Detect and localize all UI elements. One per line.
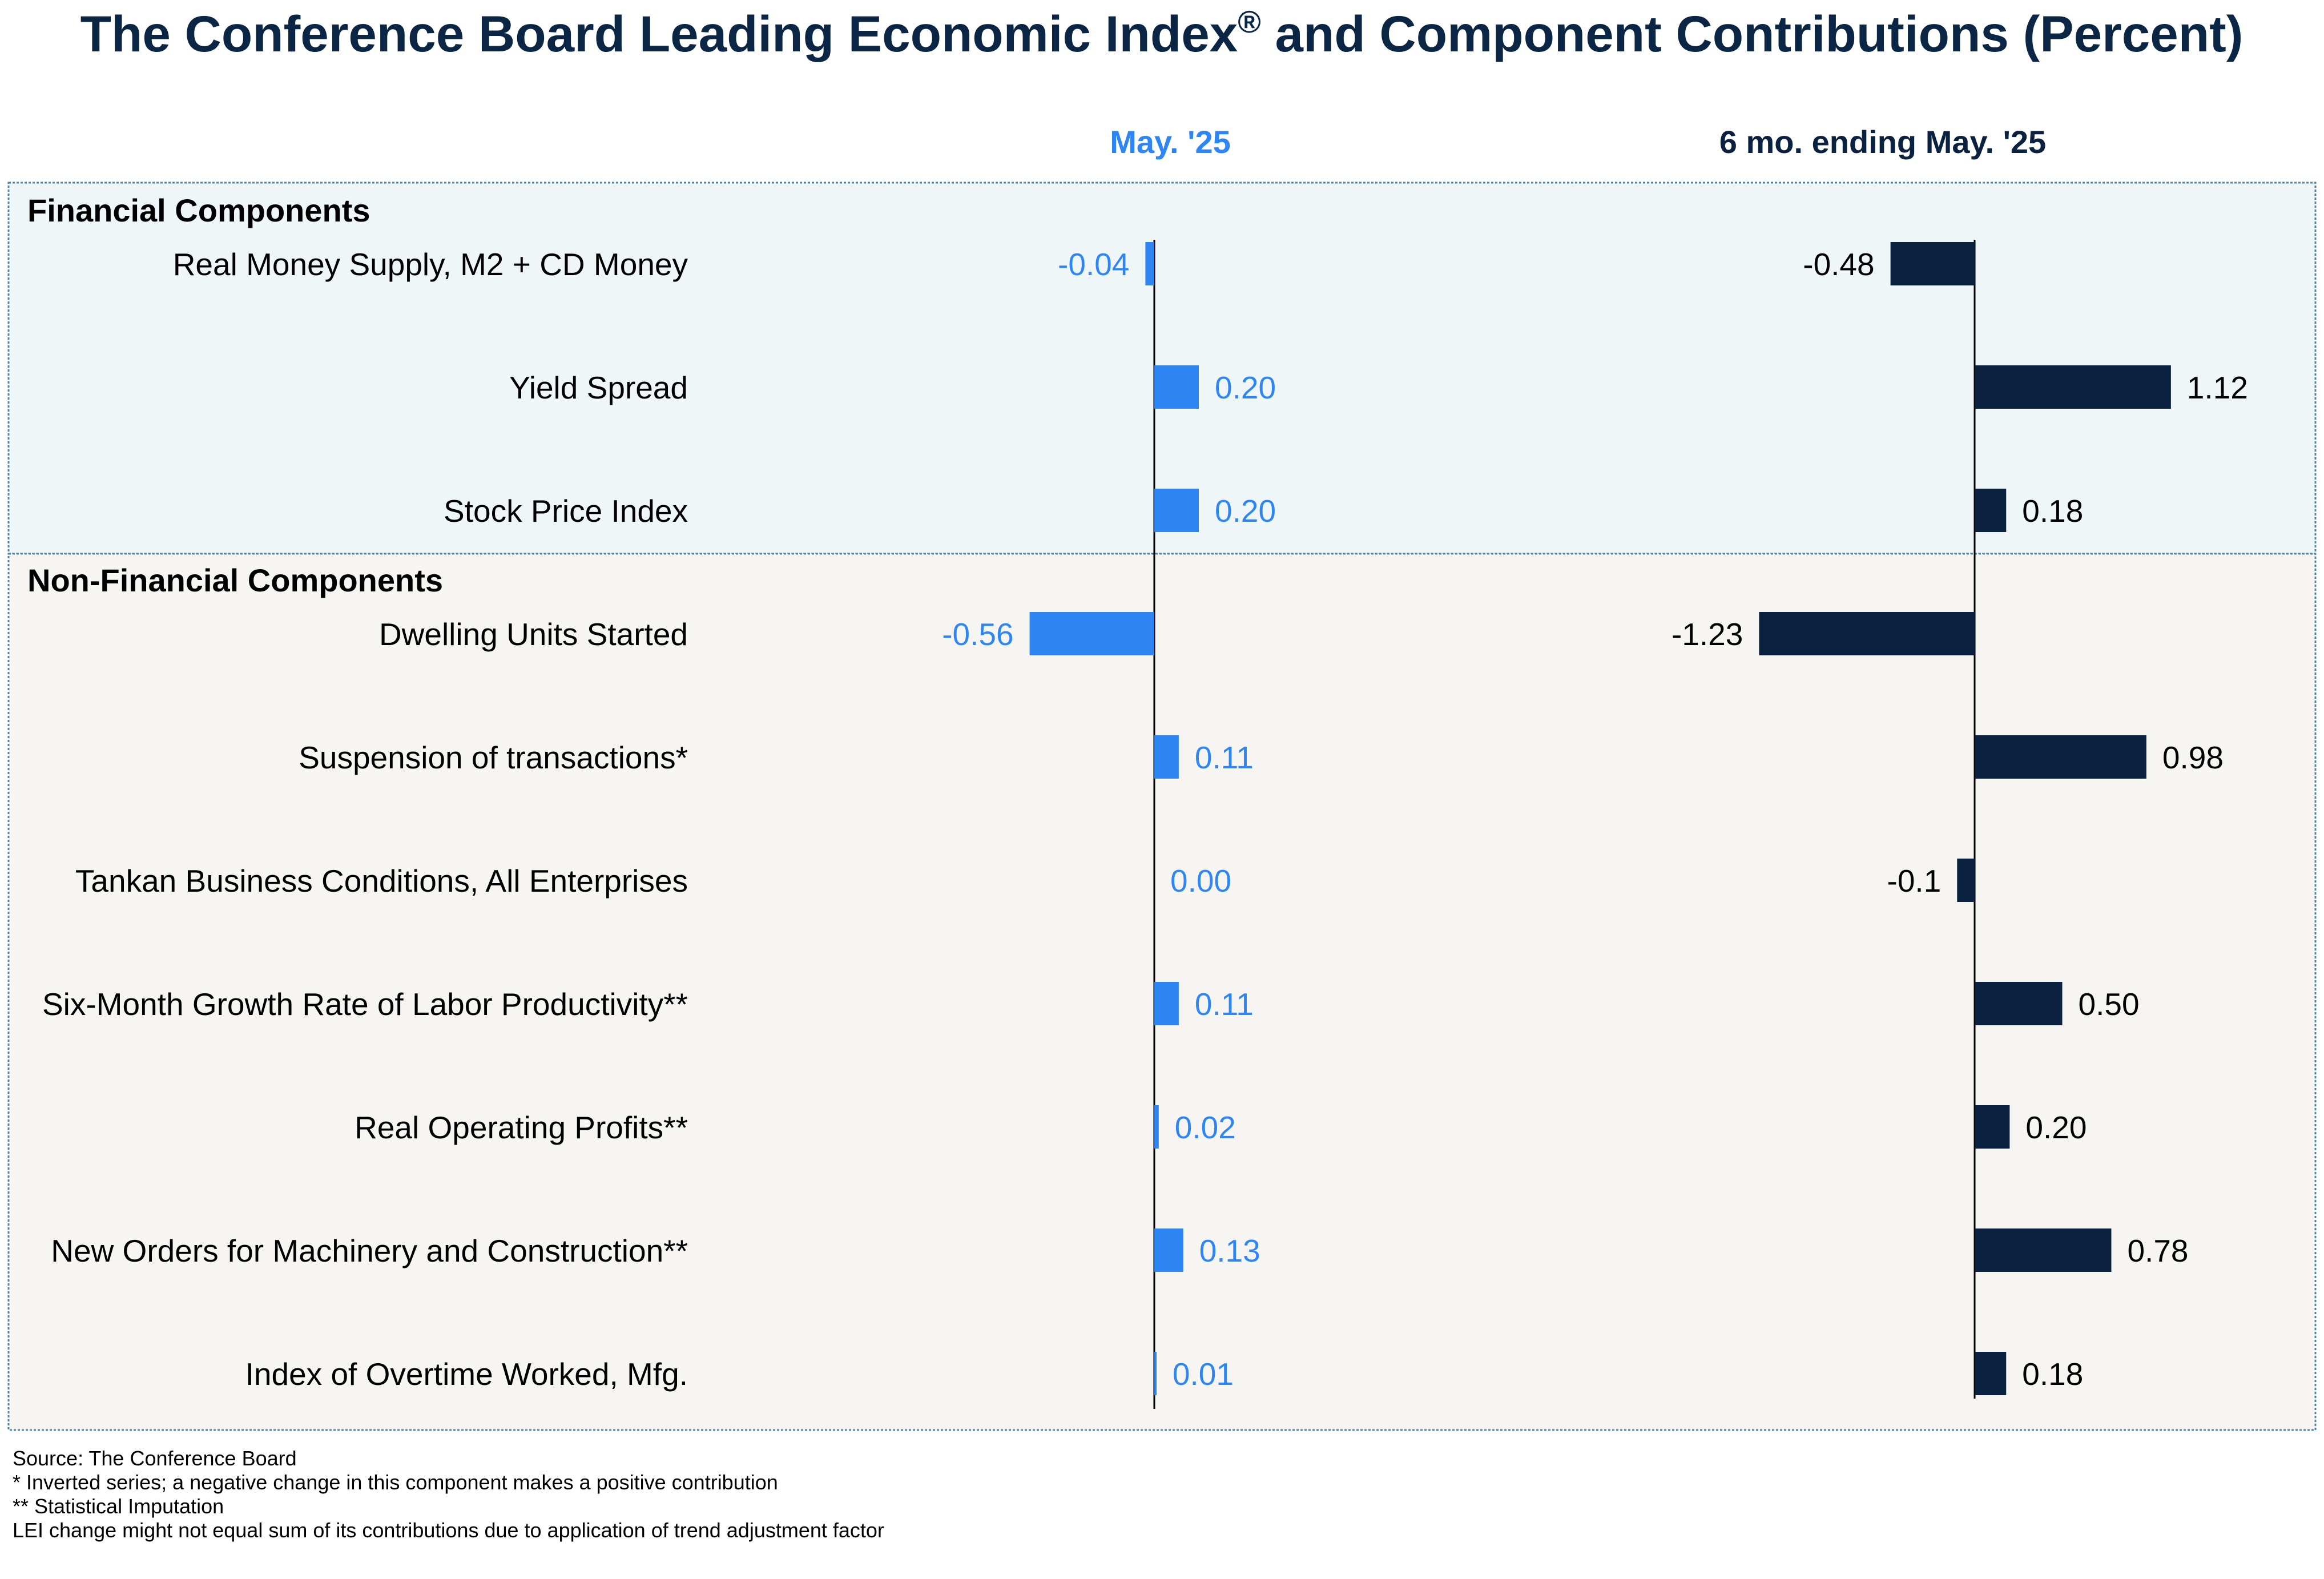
six-month-bar [1975,1228,2112,1272]
chart-title-suffix: and Component Contributions (Percent) [1261,5,2244,62]
six-month-bar [1759,612,1975,655]
may-bar [1154,489,1199,532]
six-month-value-label: 0.20 [2025,1110,2087,1145]
category-label: New Orders for Machinery and Constructio… [51,1233,688,1268]
six-month-value-label: -0.48 [1803,247,1874,282]
six-month-value-label: 0.50 [2079,986,2140,1022]
may-bar [1154,365,1199,409]
may-bar [1154,1352,1157,1395]
six-month-value-label: -1.23 [1671,617,1743,652]
six-month-bar [1975,365,2171,409]
may-bar [1029,612,1154,655]
chart-title: The Conference Board Leading Economic In… [80,4,2244,62]
may-bar [1154,1105,1159,1149]
may-bar [1154,1228,1183,1272]
category-label: Tankan Business Conditions, All Enterpri… [75,863,688,899]
category-label: Six-Month Growth Rate of Labor Productiv… [42,986,688,1022]
series-header-six-month: 6 mo. ending May. '25 [1719,124,2046,160]
footnote: * Inverted series; a negative change in … [13,1471,778,1494]
may-value-label: 0.11 [1195,986,1254,1022]
group-header-financial: Financial Components [27,192,370,228]
may-value-label: -0.56 [942,617,1013,652]
registered-mark: ® [1238,4,1261,39]
may-value-label: 0.20 [1215,493,1276,529]
may-value-label: 0.00 [1170,863,1231,899]
six-month-bar [1975,1352,2007,1395]
may-value-label: 0.01 [1173,1356,1234,1392]
may-value-label: -0.04 [1058,247,1129,282]
may-bar [1154,735,1179,779]
category-label: Yield Spread [509,370,688,405]
series-header-may: May. '25 [1110,124,1231,160]
may-value-label: 0.02 [1175,1110,1236,1145]
six-month-bar [1957,859,1975,902]
six-month-value-label: 0.18 [2022,493,2083,529]
footnote: LEI change might not equal sum of its co… [13,1518,884,1542]
group-header-non-financial: Non-Financial Components [27,562,443,598]
six-month-value-label: 0.18 [2022,1356,2083,1392]
category-label: Real Operating Profits** [355,1110,688,1145]
category-label: Real Money Supply, M2 + CD Money [173,247,688,282]
category-label: Index of Overtime Worked, Mfg. [245,1356,688,1392]
category-label: Suspension of transactions* [299,740,688,775]
may-value-label: 0.13 [1199,1233,1260,1268]
six-month-bar [1975,489,2007,532]
six-month-bar [1975,1105,2010,1149]
may-value-label: 0.20 [1215,370,1276,405]
may-bar [1145,242,1154,285]
source-note: Source: The Conference Board [13,1447,297,1470]
six-month-bar [1975,735,2146,779]
six-month-value-label: -0.1 [1887,863,1942,899]
six-month-value-label: 0.78 [2127,1233,2188,1268]
six-month-bar [1890,242,1975,285]
may-bar [1154,982,1179,1025]
chart-title-text: The Conference Board Leading Economic In… [80,5,1238,62]
six-month-value-label: 1.12 [2187,370,2248,405]
may-value-label: 0.11 [1195,740,1254,775]
category-label: Dwelling Units Started [379,617,688,652]
category-label: Stock Price Index [444,493,688,529]
six-month-value-label: 0.98 [2162,740,2224,775]
six-month-bar [1975,982,2063,1025]
footnote: ** Statistical Imputation [13,1495,224,1518]
